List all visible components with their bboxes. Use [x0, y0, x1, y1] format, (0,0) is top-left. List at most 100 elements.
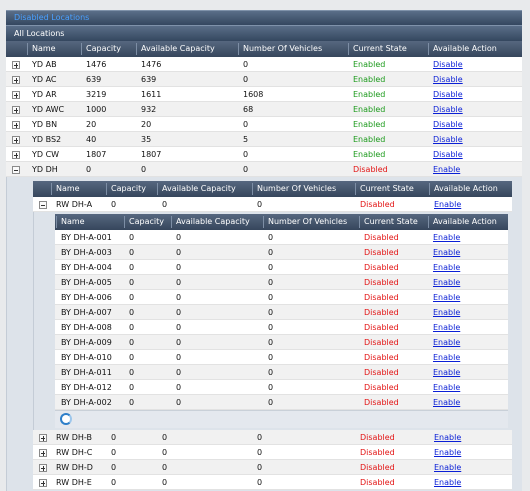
column-header[interactable]: Available Action — [433, 44, 497, 53]
vehicles-cell: 0 — [257, 478, 263, 487]
name-cell: YD AB — [32, 60, 57, 69]
expand-button[interactable] — [39, 464, 47, 472]
action-cell[interactable]: Disable — [433, 105, 463, 114]
available-capacity-cell: 0 — [176, 368, 182, 377]
refresh-button[interactable] — [60, 413, 72, 425]
column-header[interactable]: Name — [32, 44, 56, 53]
table-row — [6, 57, 522, 72]
column-header[interactable]: Available Capacity — [176, 217, 250, 226]
disabled-panel-header[interactable]: Disabled Locations — [6, 10, 522, 25]
collapse-button[interactable] — [39, 201, 47, 209]
table-row — [55, 275, 508, 290]
name-cell: YD BN — [32, 120, 58, 129]
action-cell[interactable]: Enable — [433, 353, 461, 362]
name-cell: RW DH-B — [56, 433, 92, 442]
all-panel-header[interactable]: All Locations — [6, 25, 522, 41]
column-separator — [252, 183, 253, 195]
action-cell[interactable]: Enable — [433, 338, 461, 347]
vehicles-cell: 0 — [257, 463, 263, 472]
action-cell[interactable]: Enable — [433, 233, 461, 242]
available-capacity-cell: 0 — [141, 165, 147, 174]
column-header[interactable]: Number Of Vehicles — [268, 217, 348, 226]
action-cell[interactable]: Disable — [433, 135, 463, 144]
available-capacity-cell: 0 — [162, 478, 168, 487]
available-capacity-cell: 0 — [176, 263, 182, 272]
name-cell: RW DH-D — [56, 463, 93, 472]
column-header[interactable]: Capacity — [129, 217, 164, 226]
action-cell[interactable]: Enable — [433, 383, 461, 392]
name-cell: YD AWC — [32, 105, 65, 114]
column-header[interactable]: Name — [56, 184, 80, 193]
expand-button[interactable] — [12, 76, 20, 84]
expand-button[interactable] — [12, 61, 20, 69]
action-cell[interactable]: Disable — [433, 75, 463, 84]
action-cell[interactable]: Enable — [433, 165, 461, 174]
action-cell[interactable]: Enable — [434, 463, 462, 472]
action-cell[interactable]: Enable — [434, 448, 462, 457]
vehicles-cell: 0 — [268, 383, 274, 392]
name-cell: YD BS2 — [32, 135, 62, 144]
expand-button[interactable] — [12, 91, 20, 99]
action-cell[interactable]: Enable — [433, 323, 461, 332]
action-cell[interactable]: Enable — [433, 368, 461, 377]
action-cell[interactable]: Disable — [433, 90, 463, 99]
name-cell: BY DH-A-003 — [61, 248, 112, 257]
action-cell[interactable]: Enable — [433, 278, 461, 287]
capacity-cell: 0 — [111, 448, 117, 457]
expand-button[interactable] — [39, 479, 47, 487]
name-cell: BY DH-A-007 — [61, 308, 112, 317]
available-capacity-cell: 0 — [162, 463, 168, 472]
vehicles-cell: 0 — [268, 353, 274, 362]
action-cell[interactable]: Disable — [433, 120, 463, 129]
state-cell: Disabled — [364, 338, 399, 347]
table-row — [55, 245, 508, 260]
expand-button[interactable] — [12, 106, 20, 114]
column-separator — [238, 43, 239, 55]
column-header[interactable]: Available Action — [434, 184, 498, 193]
panel-title: All Locations — [14, 29, 65, 38]
action-cell[interactable]: Enable — [434, 200, 462, 209]
expand-button[interactable] — [39, 449, 47, 457]
column-header[interactable]: Number Of Vehicles — [243, 44, 323, 53]
capacity-cell: 0 — [129, 233, 135, 242]
column-header[interactable]: Available Capacity — [141, 44, 215, 53]
action-cell[interactable]: Enable — [433, 308, 461, 317]
column-header[interactable]: Available Capacity — [162, 184, 236, 193]
expand-button[interactable] — [12, 151, 20, 159]
column-separator — [428, 43, 429, 55]
capacity-cell: 1000 — [86, 105, 107, 114]
column-header[interactable]: Name — [61, 217, 85, 226]
table-row — [6, 72, 522, 87]
expand-button[interactable] — [39, 434, 47, 442]
expand-button[interactable] — [12, 136, 20, 144]
action-cell[interactable]: Enable — [434, 478, 462, 487]
action-cell[interactable]: Enable — [433, 263, 461, 272]
action-cell[interactable]: Enable — [433, 398, 461, 407]
action-cell[interactable]: Disable — [433, 60, 463, 69]
expand-button[interactable] — [12, 121, 20, 129]
column-header[interactable]: Current State — [364, 217, 418, 226]
available-capacity-cell: 639 — [141, 75, 157, 84]
column-header[interactable]: Capacity — [111, 184, 146, 193]
collapse-button[interactable] — [12, 166, 20, 174]
vehicles-cell: 0 — [257, 433, 263, 442]
column-header[interactable]: Current State — [360, 184, 414, 193]
column-header[interactable]: Current State — [353, 44, 407, 53]
available-capacity-cell: 1476 — [141, 60, 162, 69]
state-cell: Disabled — [364, 278, 399, 287]
available-capacity-cell: 0 — [176, 293, 182, 302]
action-cell[interactable]: Disable — [433, 150, 463, 159]
action-cell[interactable]: Enable — [434, 433, 462, 442]
capacity-cell: 1476 — [86, 60, 107, 69]
state-cell: Disabled — [364, 353, 399, 362]
column-header[interactable]: Capacity — [86, 44, 121, 53]
available-capacity-cell: 0 — [176, 308, 182, 317]
action-cell[interactable]: Enable — [433, 248, 461, 257]
action-cell[interactable]: Enable — [433, 293, 461, 302]
available-capacity-cell: 0 — [176, 323, 182, 332]
vehicles-cell: 0 — [268, 368, 274, 377]
vehicles-cell: 0 — [243, 150, 249, 159]
column-header[interactable]: Number Of Vehicles — [257, 184, 337, 193]
name-cell: RW DH-A — [56, 200, 93, 209]
column-header[interactable]: Available Action — [433, 217, 497, 226]
